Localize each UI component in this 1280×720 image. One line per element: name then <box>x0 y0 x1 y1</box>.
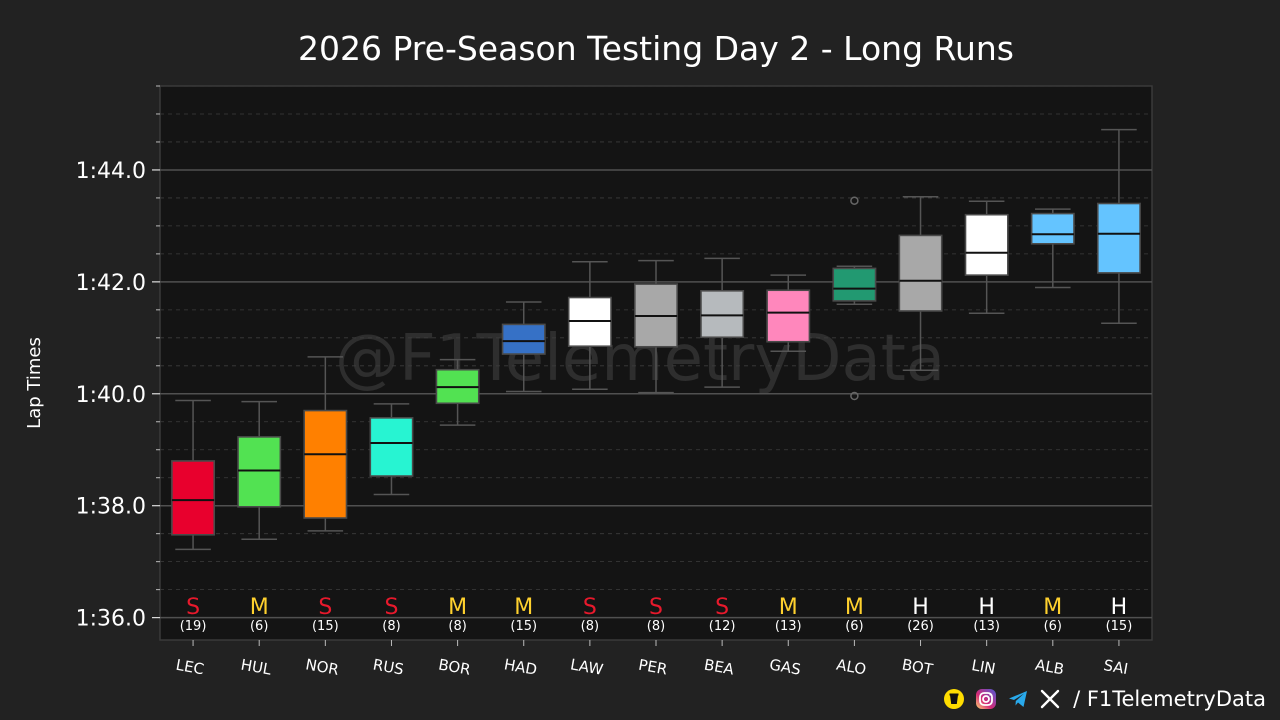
iqr-box <box>369 417 414 477</box>
x-tick-label: SAI <box>1102 656 1129 678</box>
box-had: M(15) <box>501 301 546 634</box>
lap-count-label: (15) <box>1106 619 1133 634</box>
box-bor: M(8) <box>435 358 480 634</box>
lap-count-label: (6) <box>845 619 863 634</box>
x-tick-label: BEA <box>703 656 736 679</box>
x-tick-label: LEC <box>174 656 205 679</box>
compound-label: M <box>1043 595 1062 620</box>
compound-label: S <box>649 595 663 620</box>
compound-label: M <box>448 595 467 620</box>
compound-label: H <box>1111 595 1128 620</box>
lap-count-label: (8) <box>647 619 665 634</box>
compound-label: M <box>779 595 798 620</box>
box-rus: S(8) <box>369 403 414 634</box>
compound-label: S <box>715 595 729 620</box>
compound-label: S <box>318 595 332 620</box>
x-tick-label: BOT <box>901 656 935 679</box>
box-gas: M(13) <box>766 274 811 634</box>
compound-label: M <box>845 595 864 620</box>
lap-count-label: (8) <box>382 619 400 634</box>
box-nor: S(15) <box>303 356 348 634</box>
compound-label: S <box>186 595 200 620</box>
outlier-point <box>850 196 859 205</box>
box-lin: H(13) <box>964 200 1009 634</box>
x-tick-label: RUS <box>372 656 406 679</box>
lap-count-label: (6) <box>1044 619 1062 634</box>
box-hul: M(6) <box>237 400 282 634</box>
instagram-icon[interactable] <box>975 688 997 710</box>
x-tick-label: HAD <box>503 655 539 678</box>
box-alo: M(6) <box>832 196 877 634</box>
lap-count-label: (6) <box>250 619 268 634</box>
compound-label: S <box>384 595 398 620</box>
x-icon[interactable] <box>1039 688 1061 710</box>
y-axis: 1:36.0 1:38.0 1:40.0 1:42.0 1:44.0 <box>76 85 160 632</box>
iqr-box <box>1096 202 1141 274</box>
y-tick-label: 1:36.0 <box>76 607 146 632</box>
x-tick-label: HUL <box>239 656 273 679</box>
box-sai: H(15) <box>1096 128 1141 634</box>
y-axis-label: Lap Times <box>24 337 45 429</box>
x-tick-label: ALO <box>835 656 868 679</box>
compound-label: H <box>978 595 995 620</box>
box-law: S(8) <box>567 260 612 634</box>
y-tick-label: 1:38.0 <box>76 495 146 520</box>
x-tick-label: BOR <box>437 655 472 678</box>
iqr-box <box>303 409 348 519</box>
outlier-point <box>850 391 859 401</box>
lap-count-label: (19) <box>180 619 207 634</box>
lap-count-label: (13) <box>973 619 1000 634</box>
lap-count-label: (15) <box>510 619 537 634</box>
iqr-box <box>832 267 877 302</box>
buymeacoffee-icon[interactable] <box>943 688 965 710</box>
box-bea: S(12) <box>700 257 745 634</box>
x-tick-label: NOR <box>304 655 340 679</box>
box-lec: S(19) <box>171 399 216 634</box>
compound-label: M <box>514 595 533 620</box>
iqr-box <box>898 234 943 312</box>
box-bot: H(26) <box>898 196 943 634</box>
box-series: S(19)M(6)S(15)S(8)M(8)M(15)S(8)S(8)S(12)… <box>171 128 1141 634</box>
box-per: S(8) <box>634 259 678 634</box>
y-tick-label: 1:44.0 <box>76 159 146 184</box>
iqr-box <box>1030 212 1075 245</box>
iqr-box <box>501 323 546 355</box>
iqr-box <box>237 436 282 508</box>
lap-count-label: (15) <box>312 619 339 634</box>
x-tick-label: LAW <box>569 655 605 678</box>
iqr-box <box>700 290 745 339</box>
compound-label: M <box>250 595 269 620</box>
box-alb: M(6) <box>1030 208 1075 634</box>
iqr-box <box>964 213 1009 276</box>
lap-count-label: (26) <box>907 619 934 634</box>
x-tick-label: LIN <box>970 656 997 678</box>
iqr-box <box>171 460 216 536</box>
chart-title: 2026 Pre-Season Testing Day 2 - Long Run… <box>298 29 1014 68</box>
lap-count-label: (8) <box>448 619 466 634</box>
lap-count-label: (13) <box>775 619 802 634</box>
y-tick-label: 1:42.0 <box>76 271 146 296</box>
compound-label: S <box>583 595 597 620</box>
telegram-icon[interactable] <box>1007 688 1029 710</box>
x-tick-label: GAS <box>768 655 802 678</box>
x-axis: LEC HUL NOR RUS BOR HAD LAW PER BEA GAS ALO BOT LIN A… <box>174 640 1129 679</box>
y-tick-label: 1:40.0 <box>76 383 146 408</box>
x-tick-label: ALB <box>1034 656 1066 679</box>
lap-count-label: (8) <box>581 619 599 634</box>
lap-count-label: (12) <box>709 619 736 634</box>
compound-label: H <box>912 595 929 620</box>
footer-handle[interactable]: / F1TelemetryData <box>1073 687 1266 711</box>
iqr-box <box>766 289 811 343</box>
social-footer: / F1TelemetryData <box>943 684 1266 714</box>
x-tick-label: PER <box>637 656 669 679</box>
